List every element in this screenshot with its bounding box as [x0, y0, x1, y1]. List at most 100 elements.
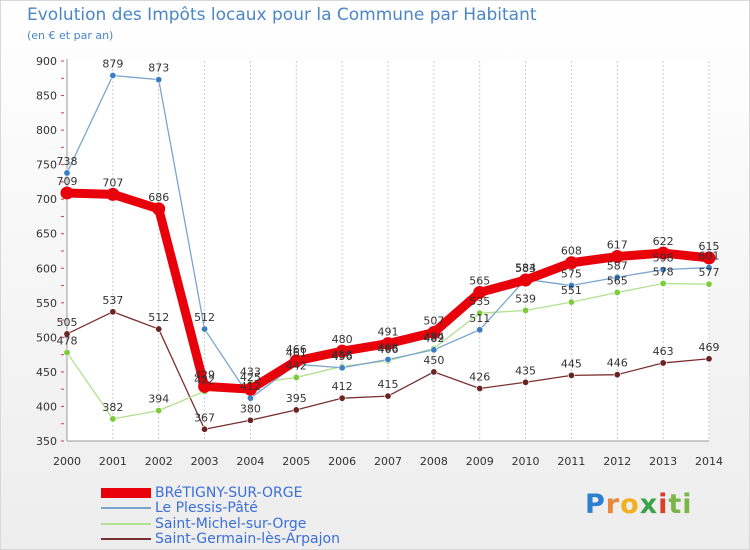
x-tick-label: 2003 — [191, 455, 219, 468]
x-tick-label: 2014 — [695, 455, 723, 468]
data-point — [60, 186, 74, 200]
data-label: 873 — [148, 62, 169, 75]
brand-letter: x — [639, 489, 659, 520]
data-point — [567, 298, 575, 306]
legend-swatch-bretigny — [101, 487, 151, 498]
data-point — [659, 359, 667, 367]
data-label: 429 — [194, 368, 215, 381]
data-point — [567, 282, 575, 290]
data-label: 535 — [469, 295, 490, 308]
data-point — [243, 382, 257, 396]
data-label: 484 — [423, 330, 444, 343]
data-label: 446 — [607, 357, 628, 370]
data-point — [109, 415, 117, 423]
data-label: 601 — [699, 250, 720, 263]
data-point — [246, 394, 254, 402]
data-label: 456 — [332, 350, 353, 363]
data-point — [338, 364, 346, 372]
brand-letter: P — [585, 489, 606, 520]
data-point — [702, 251, 716, 265]
data-point — [63, 330, 71, 338]
data-label: 707 — [102, 176, 123, 189]
data-label: 395 — [286, 392, 307, 405]
data-label: 394 — [148, 393, 169, 406]
data-label: 575 — [561, 268, 582, 281]
data-point — [155, 325, 163, 333]
data-label: 578 — [653, 265, 674, 278]
y-tick-label: 350 — [36, 435, 57, 448]
chart-subtitle: (en € et par an) — [27, 29, 114, 42]
data-point — [705, 355, 713, 363]
data-point — [381, 337, 395, 351]
data-label: 537 — [102, 294, 123, 307]
data-label: 505 — [57, 316, 78, 329]
y-tick-label: 650 — [36, 228, 57, 241]
y-tick-label: 500 — [36, 331, 57, 344]
data-label: 426 — [469, 370, 490, 383]
data-point — [610, 250, 624, 264]
data-label: 879 — [102, 58, 123, 71]
data-point — [106, 187, 120, 201]
data-label: 422 — [194, 373, 215, 386]
chart-title: Evolution des Impôts locaux pour la Comm… — [27, 5, 537, 25]
legend-label-bretigny: BRéTIGNY-SUR-ORGE — [155, 484, 303, 501]
data-label: 587 — [607, 259, 628, 272]
data-label: 565 — [469, 274, 490, 287]
x-tick-label: 2007 — [374, 455, 402, 468]
legend: BRéTIGNY-SUR-ORGE Le Plessis-Pâté Saint-… — [101, 485, 340, 547]
data-label: 491 — [378, 326, 399, 339]
data-label: 463 — [653, 345, 674, 358]
data-label: 433 — [240, 366, 261, 379]
data-label: 412 — [332, 380, 353, 393]
data-point — [519, 273, 533, 287]
x-tick-label: 2004 — [236, 455, 264, 468]
y-tick-label: 700 — [36, 193, 57, 206]
y-tick-label: 600 — [36, 262, 57, 275]
data-label: 551 — [561, 284, 582, 297]
data-label: 469 — [699, 341, 720, 354]
data-point — [430, 346, 438, 354]
series-3 — [63, 308, 713, 433]
data-point — [656, 246, 670, 260]
x-tick-label: 2010 — [512, 455, 540, 468]
data-point — [522, 306, 530, 314]
y-tick-label: 450 — [36, 366, 57, 379]
legend-label-saint-michel: Saint-Michel-sur-Orge — [155, 515, 307, 532]
data-point — [567, 371, 575, 379]
data-label: 435 — [515, 364, 536, 377]
brand-letter: i — [658, 489, 669, 520]
brand-letter: ti — [668, 489, 693, 520]
data-label: 584 — [515, 261, 536, 274]
legend-swatch-saint-germain — [101, 538, 151, 541]
data-point — [201, 425, 209, 433]
data-point — [63, 349, 71, 357]
data-label: 511 — [469, 312, 490, 325]
y-tick-label: 550 — [36, 297, 57, 310]
data-point — [427, 326, 441, 340]
legend-item-bretigny: BRéTIGNY-SUR-ORGE — [101, 485, 340, 501]
x-tick-label: 2012 — [603, 455, 631, 468]
legend-label-plessis: Le Plessis-Pâté — [155, 500, 258, 517]
data-point — [613, 371, 621, 379]
y-tick-label: 800 — [36, 124, 57, 137]
x-tick-label: 2002 — [145, 455, 173, 468]
data-label: 507 — [423, 315, 444, 328]
data-point — [155, 407, 163, 415]
data-label: 583 — [515, 262, 536, 275]
data-point — [613, 273, 621, 281]
data-point — [201, 325, 209, 333]
data-label: 617 — [607, 239, 628, 252]
data-point — [613, 288, 621, 296]
data-label: 539 — [515, 292, 536, 305]
x-tick-label: 2005 — [282, 455, 310, 468]
data-point — [659, 266, 667, 274]
data-label: 738 — [57, 155, 78, 168]
data-label: 686 — [148, 191, 169, 204]
data-point — [384, 355, 392, 363]
x-tick-label: 2000 — [53, 455, 81, 468]
x-tick-label: 2011 — [557, 455, 585, 468]
data-label: 412 — [240, 380, 261, 393]
data-label: 480 — [332, 333, 353, 346]
